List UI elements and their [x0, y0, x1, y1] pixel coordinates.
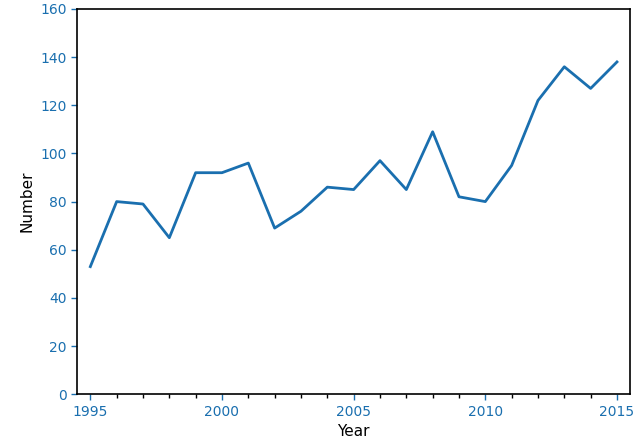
X-axis label: Year: Year — [338, 424, 370, 439]
Y-axis label: Number: Number — [20, 171, 35, 233]
